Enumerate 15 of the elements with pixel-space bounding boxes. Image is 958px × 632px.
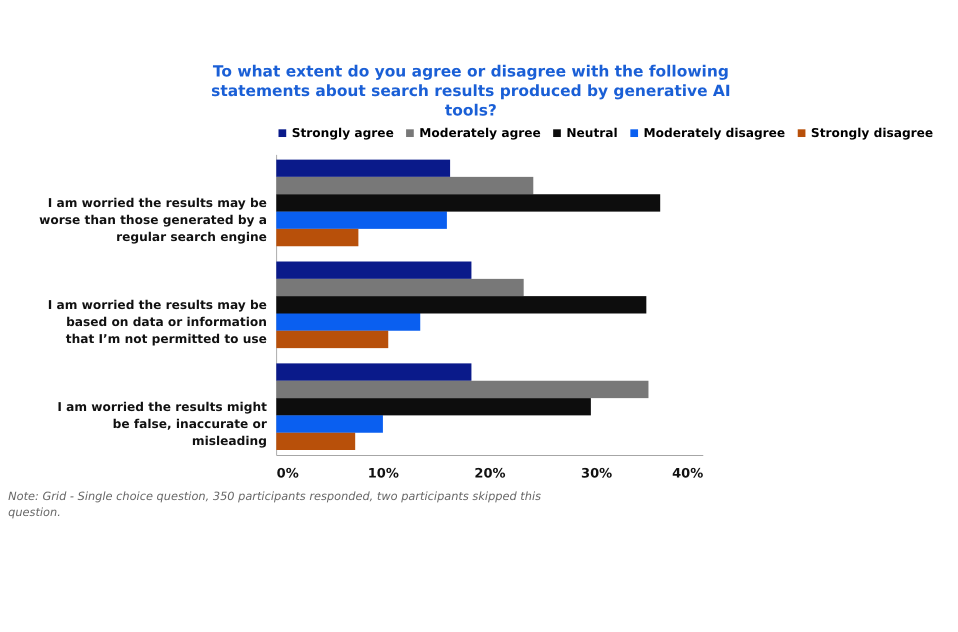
legend-label: Strongly disagree (810, 126, 934, 140)
chart-title: To what extent do you agree or disagree with the following statements about search results produced by generative AI tools? (211, 62, 731, 120)
legend-label: Moderately disagree (644, 126, 786, 140)
text: Note: Grid - Single choice question, 350 participants responded, two participants skipped this question. (8, 488, 542, 520)
legend-label: Moderately agree (419, 126, 541, 140)
legend-label: Neutral (566, 126, 618, 140)
y-tick-label: I am worried the results might be false, inaccurate or misleading (57, 400, 268, 448)
x-tick-label: 20% (474, 466, 506, 482)
x-tick-label: 30% (581, 466, 612, 482)
y-tick-label: I am worried the results may be based on data or information that I’m not permitted to use (48, 298, 267, 346)
x-tick-label: 10% (368, 466, 399, 482)
y-tick-label: I am worried the results may be worse than those generated by a regular search engine (39, 196, 267, 244)
x-tick-label: 0% (276, 466, 299, 482)
x-tick-label: 40% (672, 466, 704, 482)
legend-label: Strongly agree (292, 126, 394, 140)
